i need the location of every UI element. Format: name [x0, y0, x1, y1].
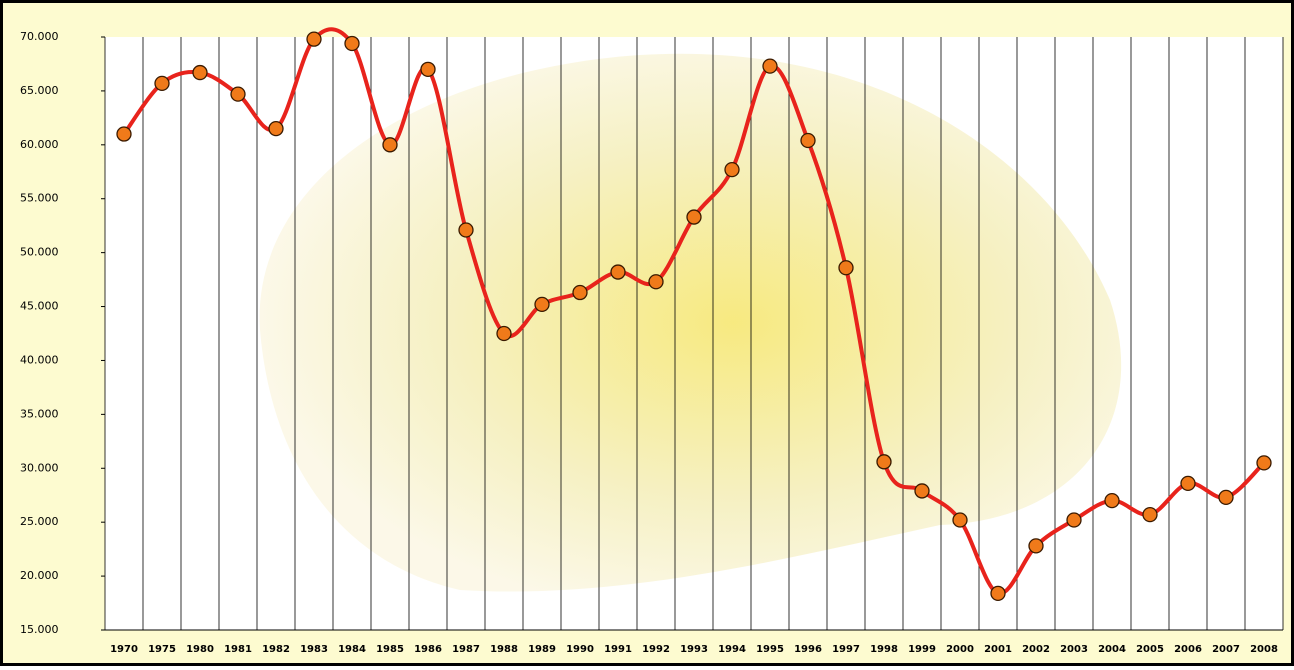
x-tick-label: 1982 — [262, 644, 290, 655]
marker — [1028, 538, 1044, 554]
marker — [116, 126, 132, 142]
marker — [876, 454, 892, 470]
marker — [458, 222, 474, 238]
x-tick-label: 1996 — [794, 644, 822, 655]
marker — [230, 86, 246, 102]
marker — [1066, 512, 1082, 528]
x-tick-label: 2006 — [1174, 644, 1202, 655]
marker — [1142, 506, 1158, 523]
x-tick-label: 2004 — [1098, 644, 1126, 655]
x-tick-label: 1998 — [870, 644, 898, 655]
x-tick-label: 2007 — [1212, 644, 1240, 655]
marker — [1256, 455, 1272, 471]
y-tick-label: 25.000 — [20, 515, 59, 528]
marker — [838, 260, 854, 276]
x-tick-label: 1983 — [300, 644, 328, 655]
x-tick-label: 1981 — [224, 644, 252, 655]
x-tick-label: 1999 — [908, 644, 936, 655]
x-tick-label: 1986 — [414, 644, 442, 655]
marker — [344, 35, 360, 52]
x-tick-label: 1991 — [604, 644, 632, 655]
x-tick-label: 1992 — [642, 644, 670, 655]
marker — [914, 483, 930, 499]
marker — [1218, 489, 1234, 506]
marker — [686, 209, 702, 225]
x-tick-label: 2001 — [984, 644, 1012, 655]
x-tick-label: 1989 — [528, 644, 556, 655]
y-tick-label: 40.000 — [20, 353, 59, 366]
y-tick-label: 35.000 — [20, 407, 59, 420]
butter-illustration — [259, 53, 1122, 592]
marker — [268, 120, 284, 137]
x-tick-label: 1997 — [832, 644, 860, 655]
x-tick-label: 1995 — [756, 644, 784, 655]
marker — [952, 512, 968, 528]
marker — [154, 75, 170, 92]
y-tick-label: 55.000 — [20, 192, 59, 205]
marker — [648, 274, 664, 290]
x-tick-label: 1975 — [148, 644, 176, 655]
y-tick-label: 15.000 — [20, 623, 59, 636]
marker — [610, 264, 626, 280]
y-tick-label: 65.000 — [20, 84, 59, 97]
y-tick-label: 30.000 — [20, 461, 59, 474]
marker — [762, 58, 778, 74]
y-tick-label: 50.000 — [20, 246, 59, 259]
x-tick-label: 1985 — [376, 644, 404, 655]
y-tick-label: 60.000 — [20, 138, 59, 151]
marker — [306, 31, 322, 47]
marker — [990, 585, 1006, 601]
marker — [1180, 475, 1196, 492]
marker — [1104, 492, 1120, 509]
x-tick-label: 1988 — [490, 644, 518, 655]
x-tick-label: 1970 — [110, 644, 138, 655]
x-tick-label: 2005 — [1136, 644, 1164, 655]
marker — [800, 132, 816, 149]
marker — [496, 325, 512, 342]
x-tick-label: 1990 — [566, 644, 594, 655]
x-tick-label: 1993 — [680, 644, 708, 655]
marker — [420, 61, 436, 77]
x-tick-label: 1980 — [186, 644, 214, 655]
x-tick-label: 2008 — [1250, 644, 1278, 655]
x-tick-label: 1984 — [338, 644, 366, 655]
y-tick-label: 20.000 — [20, 569, 59, 582]
vertical-lines — [104, 37, 1284, 630]
x-tick-label: 1994 — [718, 644, 746, 655]
marker — [382, 137, 398, 153]
marker — [534, 296, 550, 313]
y-tick-label: 45.000 — [20, 300, 59, 313]
x-tick-label: 1987 — [452, 644, 480, 655]
marker — [724, 161, 740, 178]
x-tick-label: 2003 — [1060, 644, 1088, 655]
x-tick-label: 2000 — [946, 644, 974, 655]
y-tick-label: 70.000 — [20, 30, 59, 43]
marker — [572, 284, 588, 301]
marker — [192, 64, 208, 81]
x-tick-label: 2002 — [1022, 644, 1050, 655]
